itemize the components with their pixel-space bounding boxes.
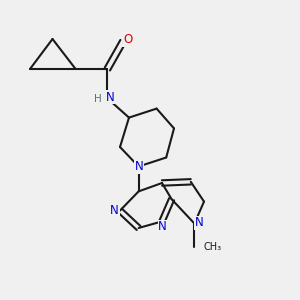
Text: N: N	[110, 203, 119, 217]
Text: N: N	[194, 216, 203, 230]
Text: O: O	[123, 33, 132, 46]
Text: CH₃: CH₃	[203, 242, 221, 252]
Text: N: N	[106, 91, 115, 104]
Text: N: N	[135, 160, 144, 173]
Text: H: H	[94, 94, 102, 104]
Text: N: N	[158, 220, 167, 233]
